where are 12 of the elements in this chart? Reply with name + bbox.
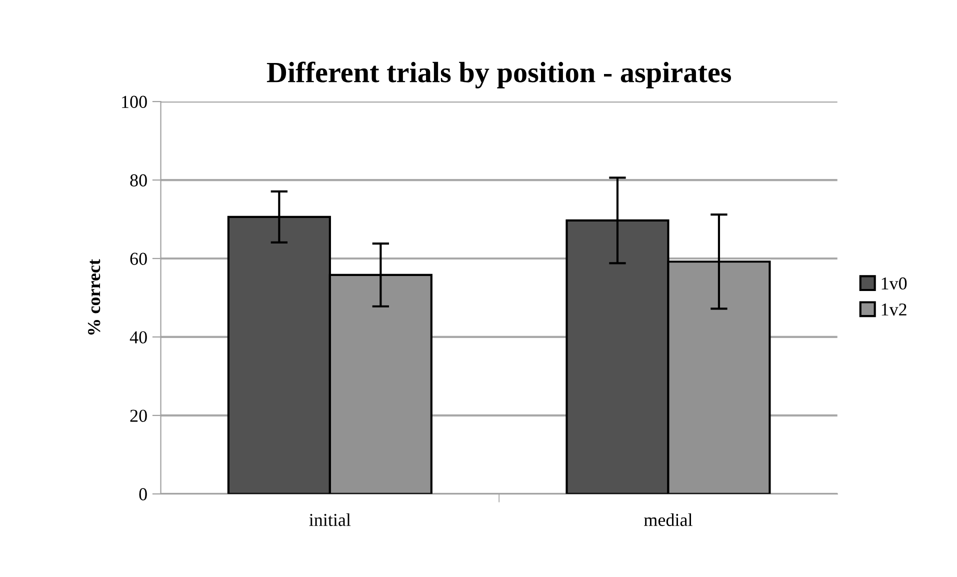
legend-label: 1v0 [882,277,907,290]
legend-label: 1v2 [882,303,906,316]
y-tick-label: 60 [130,252,147,265]
x-tick-label: initial [309,513,351,526]
x-tick-label: medial [644,513,692,526]
y-tick-label: 20 [130,410,147,422]
y-tick-label: 0 [139,488,147,500]
y-tick-label: 40 [130,331,147,344]
y-tick-label: 80 [130,174,147,186]
y-tick-label: 100 [122,96,147,108]
chart-title: Different trials by position - aspirates [266,62,732,88]
y-axis-title: % correct [88,259,100,335]
